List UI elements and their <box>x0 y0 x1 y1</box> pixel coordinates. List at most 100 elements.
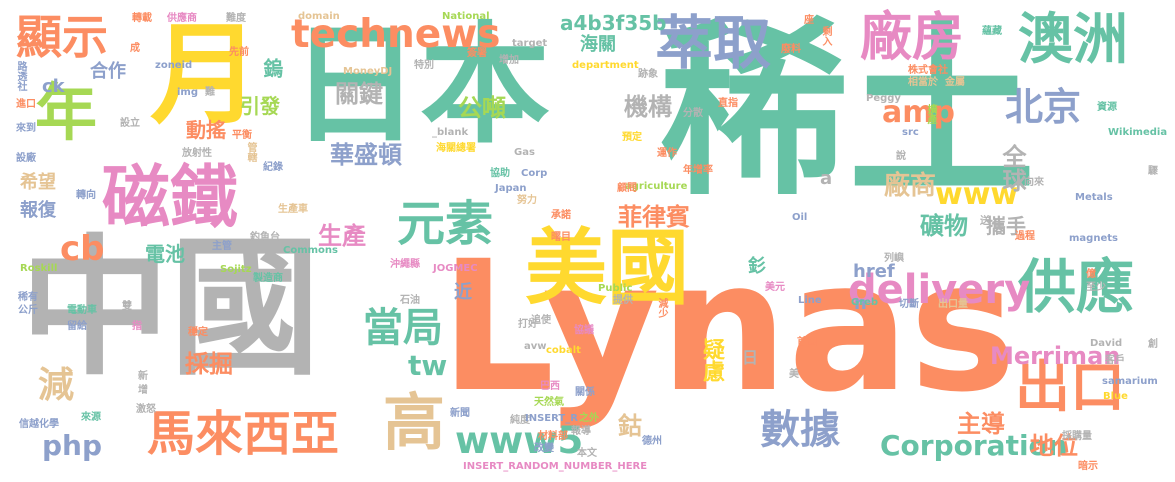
cloud-word-david: David <box>1090 338 1123 349</box>
cloud-word-wikimedia: Wikimedia <box>1108 127 1168 138</box>
cloud-word-157: 顧問 <box>617 183 637 194</box>
cloud-word-164: 座 <box>804 15 814 26</box>
cloud-word-159: 努力 <box>517 195 537 206</box>
cloud-word-41: 採掘 <box>185 350 233 378</box>
cloud-word-moneydj: MoneyDJ <box>343 66 393 77</box>
cloud-word-96: 石油 <box>400 295 420 306</box>
cloud-word-154: 海關總署 <box>436 143 476 154</box>
cloud-word-blue: Blue <box>1103 391 1128 402</box>
cloud-word-3: 中國 <box>20 222 321 396</box>
cloud-word-59: 釤 <box>748 256 766 277</box>
cloud-word-cb: cb <box>60 229 105 269</box>
cloud-word-176: 億 <box>1086 269 1096 280</box>
cloud-word-lynas: Lynas <box>440 223 1017 432</box>
cloud-word-department: department <box>572 60 639 71</box>
cloud-word-111: 關係 <box>575 387 595 398</box>
cloud-word-162: 分散 <box>683 108 703 119</box>
cloud-word-44: 主導 <box>957 410 1005 438</box>
cloud-word-32: 生產 <box>318 222 366 250</box>
cloud-word-30: 減 <box>38 365 75 406</box>
cloud-word-136: 提供 <box>613 295 633 306</box>
cloud-word-94: 沖繩縣 <box>390 259 420 270</box>
cloud-word-103: 穩定 <box>188 327 208 338</box>
cloud-word-zoneid: zoneid <box>155 60 193 71</box>
cloud-word-4: 月 <box>150 11 260 139</box>
cloud-word-85: 平衡 <box>232 130 252 141</box>
cloud-word-76: 簽署 <box>467 48 487 59</box>
cloud-word-90: 釣魚台 <box>250 232 280 243</box>
cloud-word-commons: Commons <box>283 245 338 256</box>
cloud-word-113: 材料部 <box>538 431 568 442</box>
cloud-word-39: 關鍵 <box>335 80 383 108</box>
cloud-word-182: 雙 <box>122 301 132 312</box>
cloud-word-160: 曙目 <box>551 232 571 243</box>
cloud-word-167: 進口 <box>16 99 36 110</box>
cloud-word-60: 海關 <box>580 34 616 55</box>
cloud-word-a4b3f35b: a4b3f35b <box>560 11 667 35</box>
cloud-word-oil: Oil <box>792 212 808 223</box>
cloud-word-132: 切斷 <box>899 299 919 310</box>
cloud-word-175: 送 <box>980 216 990 227</box>
cloud-word-5: 美國 <box>525 221 690 316</box>
cloud-word-80: 相當於 <box>908 77 938 88</box>
cloud-word-53: 希望 <box>20 172 56 193</box>
cloud-word-183: 難 <box>205 87 215 98</box>
cloud-word-36: 全球 <box>998 144 1026 192</box>
cloud-word-158: 承諾 <box>551 210 571 221</box>
cloud-word-102: 指 <box>132 321 142 332</box>
cloud-word-insert-random-number-here: INSERT_RANDOM_NUMBER_HERE <box>463 461 648 472</box>
cloud-word-106: 信越化學 <box>19 419 59 430</box>
cloud-word-58: 近 <box>454 282 472 303</box>
cloud-word-19: 數據 <box>760 407 840 453</box>
cloud-word-13: 顯示 <box>16 10 108 64</box>
cloud-word-gas: Gas <box>514 147 535 158</box>
cloud-word-img: img <box>177 87 199 98</box>
cloud-word-101: 留給 <box>67 321 87 332</box>
cloud-word-100: 電動車 <box>67 305 97 316</box>
cloud-word-35: 廠商 <box>884 171 937 201</box>
cloud-word-64: 轉載 <box>132 13 152 24</box>
cloud-word-168: 來到 <box>16 123 36 134</box>
cloud-word-137: 減少 <box>656 298 667 318</box>
cloud-word-20: 北京 <box>1005 85 1082 129</box>
cloud-word-delivery: delivery <box>848 267 1031 313</box>
cloud-word-avw: avw <box>524 341 547 352</box>
cloud-word-merriman: Merriman <box>990 342 1121 370</box>
cloud-word-46: 攜手 <box>986 214 1026 238</box>
cloud-word-161: 直指 <box>718 98 738 109</box>
cloud-word-php: php <box>42 429 103 462</box>
cloud-word-139: 美元 <box>765 282 785 293</box>
cloud-word-172: 說 <box>896 151 906 162</box>
cloud-word-181: 增 <box>138 385 148 396</box>
cloud-word-88: 生產車 <box>278 204 308 215</box>
cloud-word-1: 稀土 <box>660 2 1036 221</box>
cloud-word-129: 打好 <box>518 319 538 330</box>
cloud-word-54: 報復 <box>20 200 56 221</box>
cloud-word-65: 供應商 <box>167 13 197 24</box>
cloud-word-49: 引發 <box>240 94 280 118</box>
cloud-word-7: 萃取 <box>655 9 772 77</box>
cloud-word-126: 首圖 <box>797 337 817 348</box>
cloud-word-40: 華盛頓 <box>330 141 402 169</box>
cloud-word-79: 株式會社 <box>908 65 948 76</box>
cloud-word-15: 元素 <box>397 196 494 252</box>
cloud-word-peggy: Peggy <box>866 93 901 104</box>
cloud-word-tw: tw <box>408 349 448 382</box>
cloud-word-45: 鈷 <box>618 412 642 440</box>
cloud-word-samarium: samarium <box>1102 376 1158 387</box>
cloud-word-24: 當局 <box>363 305 443 351</box>
cloud-word-public: Public <box>598 283 633 294</box>
cloud-word-75: 特別 <box>414 60 434 71</box>
cloud-word-72: 路透社 <box>15 61 26 91</box>
cloud-word-jogmec: JOGMEC <box>433 263 478 274</box>
cloud-word-115: 報導 <box>571 426 591 437</box>
cloud-word-89: 主管 <box>212 241 232 252</box>
cloud-word-cobalt: cobalt <box>546 345 581 356</box>
cloud-word-177: 至少 <box>1086 282 1106 293</box>
cloud-word-180: 新 <box>138 371 148 382</box>
cloud-word-124: 客戶 <box>1105 355 1125 366</box>
cloud-word-104: 激怒 <box>136 404 156 415</box>
cloud-word-insert-r: INSERT_R <box>525 413 578 424</box>
cloud-word-171: 轉向 <box>76 190 96 201</box>
cloud-word-118: 德州 <box>642 436 662 447</box>
